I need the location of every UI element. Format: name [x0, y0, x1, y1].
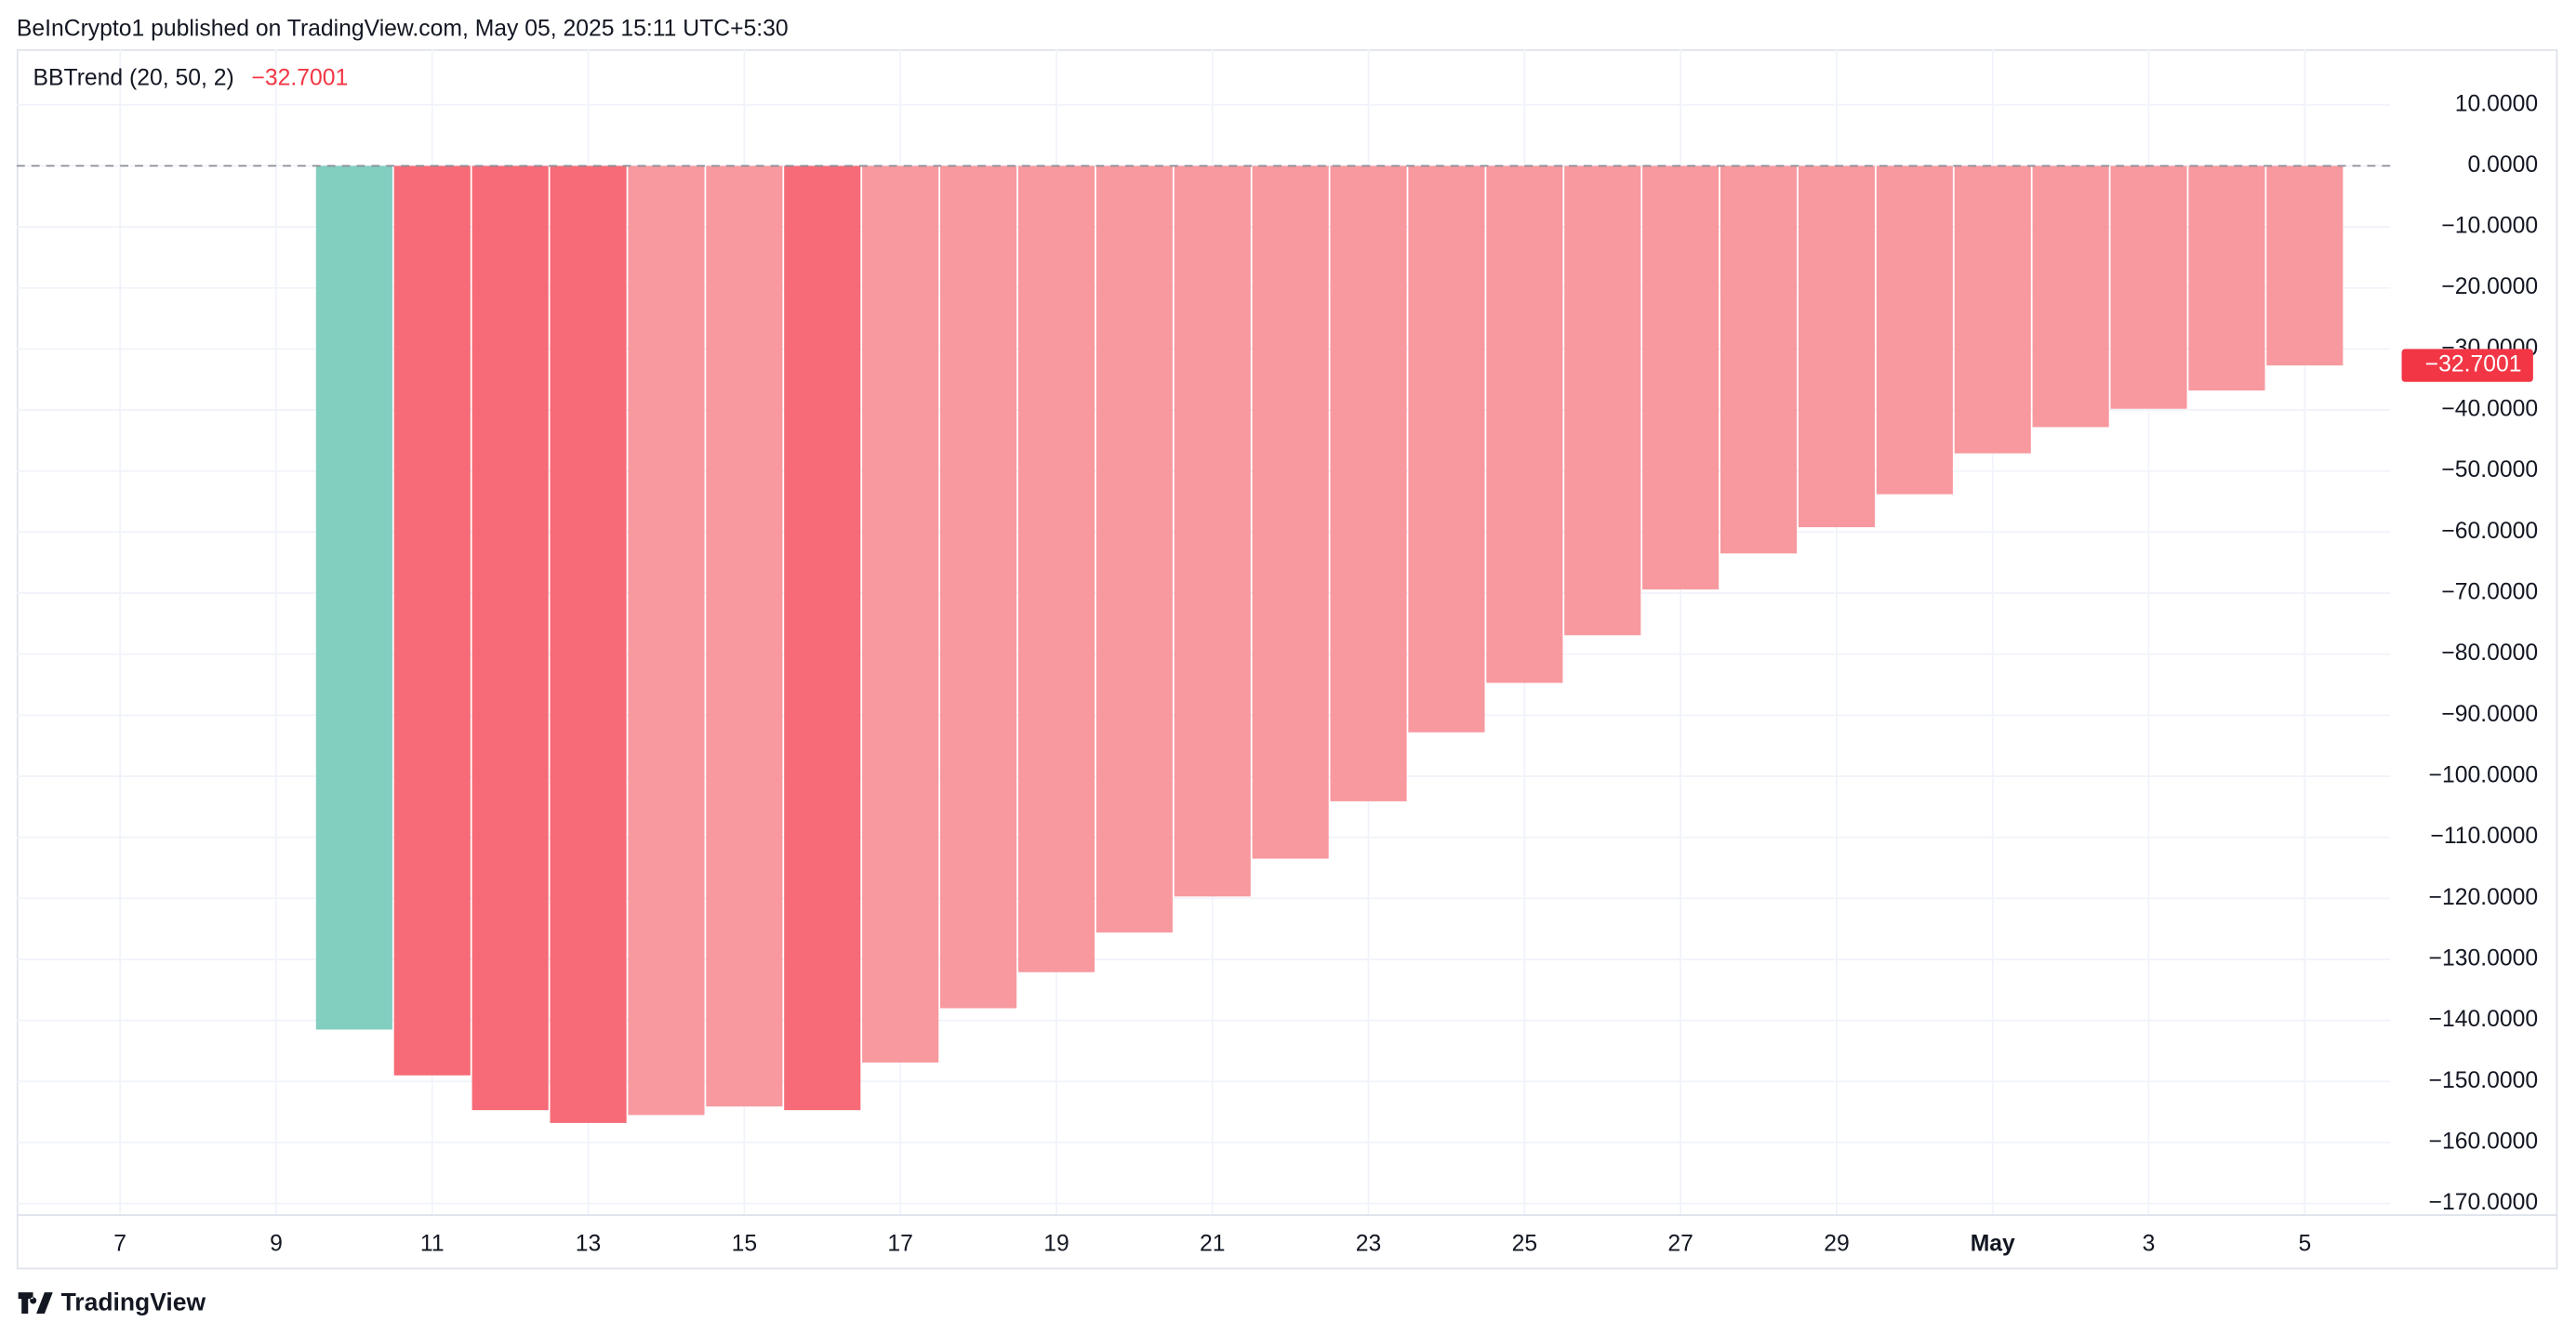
bar	[2266, 165, 2344, 366]
x-tick-label: 21	[1200, 1231, 1226, 1256]
brand: TradingView	[61, 1288, 206, 1315]
x-tick-label: 7	[113, 1231, 126, 1256]
x-tick-label: 15	[732, 1231, 758, 1256]
bar	[1486, 165, 1563, 683]
y-tick-label: −10.0000	[2441, 214, 2538, 239]
last-value-box	[2401, 349, 2533, 382]
x-tick-label: 3	[2143, 1231, 2156, 1256]
y-tick-label: −50.0000	[2441, 457, 2538, 482]
bar	[471, 165, 549, 1111]
bar	[2110, 165, 2187, 409]
x-tick-label: 9	[270, 1231, 283, 1256]
x-tick-label: 17	[887, 1231, 913, 1256]
bar	[1642, 165, 1720, 590]
y-tick-label: −100.0000	[2429, 763, 2539, 788]
bar	[1876, 165, 1953, 495]
axes: 10.00000.0000−10.0000−20.0000−30.0000−40…	[16, 91, 2558, 1256]
bar	[1095, 165, 1173, 933]
tradingview-logo: TradingView	[18, 1288, 206, 1315]
y-tick-label: 10.0000	[2455, 91, 2538, 116]
y-tick-label: 0.0000	[2468, 152, 2539, 178]
bar	[1174, 165, 1251, 897]
y-tick-label: −60.0000	[2441, 519, 2538, 544]
y-tick-label: −90.0000	[2441, 702, 2538, 727]
bar	[393, 165, 471, 1076]
bar	[628, 165, 705, 1116]
y-tick-label: −20.0000	[2441, 274, 2538, 299]
x-tick-label: 11	[420, 1231, 445, 1256]
bar	[1798, 165, 1876, 528]
y-tick-label: −40.0000	[2441, 397, 2538, 422]
y-tick-label: −120.0000	[2429, 885, 2539, 910]
y-tick-label: −150.0000	[2429, 1068, 2539, 1093]
y-tick-label: −130.0000	[2429, 945, 2539, 971]
bar	[1330, 165, 1407, 801]
indicator-name: BBTrend (20, 50, 2)	[33, 65, 234, 90]
x-tick-label: 5	[2298, 1231, 2311, 1256]
bar	[2188, 165, 2265, 391]
y-tick-label: −110.0000	[2430, 824, 2538, 849]
y-tick-label: −140.0000	[2429, 1007, 2539, 1032]
last-value-label: −32.7001	[2425, 352, 2522, 377]
y-tick-label: −160.0000	[2429, 1129, 2539, 1154]
bar	[784, 165, 861, 1111]
bar	[1408, 165, 1485, 733]
bar	[1954, 165, 2031, 454]
bar	[862, 165, 939, 1063]
x-tick-label: 19	[1043, 1231, 1069, 1256]
x-tick-label: 25	[1512, 1231, 1538, 1256]
bar	[315, 165, 392, 1030]
x-tick-label: 29	[1824, 1231, 1850, 1256]
bar	[706, 165, 783, 1107]
indicator-value: −32.7001	[251, 65, 348, 90]
x-tick-label: 23	[1356, 1231, 1381, 1256]
y-tick-label: −80.0000	[2441, 641, 2538, 666]
bar	[1252, 165, 1329, 859]
bar	[1720, 165, 1798, 554]
bar	[1564, 165, 1641, 636]
bar	[2032, 165, 2109, 428]
y-tick-label: −170.0000	[2429, 1190, 2539, 1215]
y-tick-label: −70.0000	[2441, 580, 2538, 605]
x-tick-label: 27	[1667, 1231, 1693, 1256]
x-tick-label: 13	[576, 1231, 602, 1256]
bars	[315, 165, 2344, 1123]
bar	[1017, 165, 1095, 972]
bar	[939, 165, 1017, 1009]
x-tick-label: May	[1971, 1231, 2015, 1256]
publisher: BeInCrypto1 published on TradingView.com…	[17, 16, 789, 41]
chart-frame	[16, 48, 2558, 1270]
bar	[550, 165, 627, 1123]
